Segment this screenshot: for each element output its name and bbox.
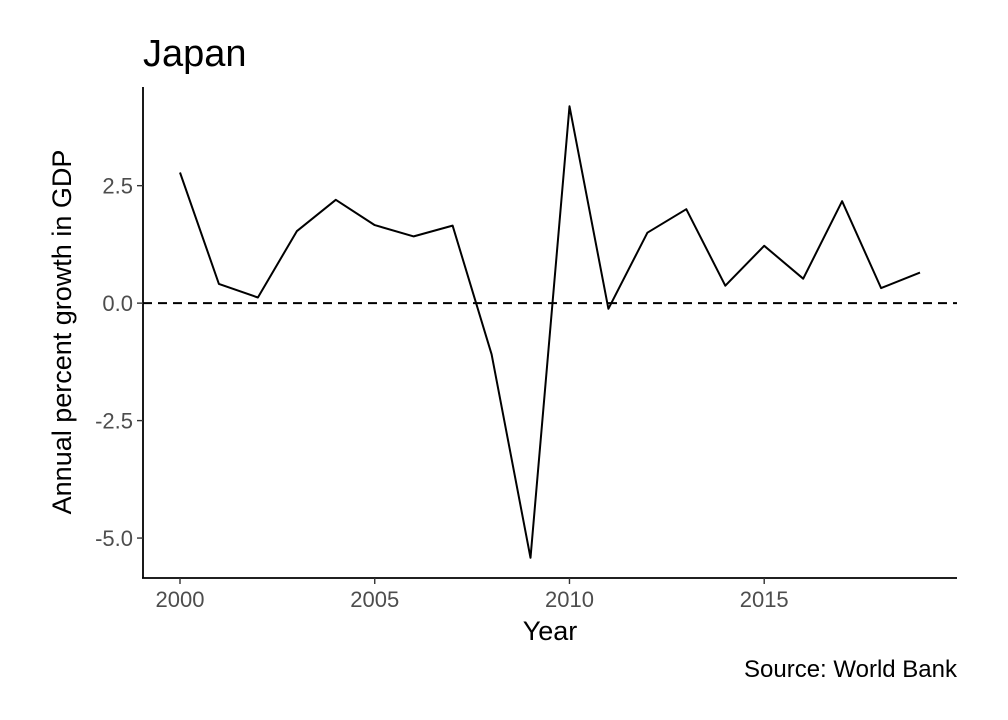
x-tick-label: 2010 [545, 587, 594, 612]
plot-marks [179, 105, 921, 559]
source-caption: Source: World Bank [744, 656, 958, 683]
x-tick-label: 2005 [350, 587, 399, 612]
x-axis-title: Year [523, 616, 578, 646]
y-tick-label: -2.5 [95, 409, 133, 434]
series-line [179, 105, 921, 559]
x-ticks: 2000 2005 2010 2015 [156, 578, 789, 612]
x-tick-label: 2015 [740, 587, 789, 612]
y-tick-label: -5.0 [95, 526, 133, 551]
y-ticks: 2.5 0.0 -2.5 -5.0 [95, 174, 143, 551]
x-tick-label: 2000 [156, 587, 205, 612]
chart-title: Japan [143, 33, 247, 75]
y-tick-label: 2.5 [102, 174, 133, 199]
y-tick-label: 0.0 [102, 291, 133, 316]
y-axis-title: Annual percent growth in GDP [47, 150, 77, 515]
